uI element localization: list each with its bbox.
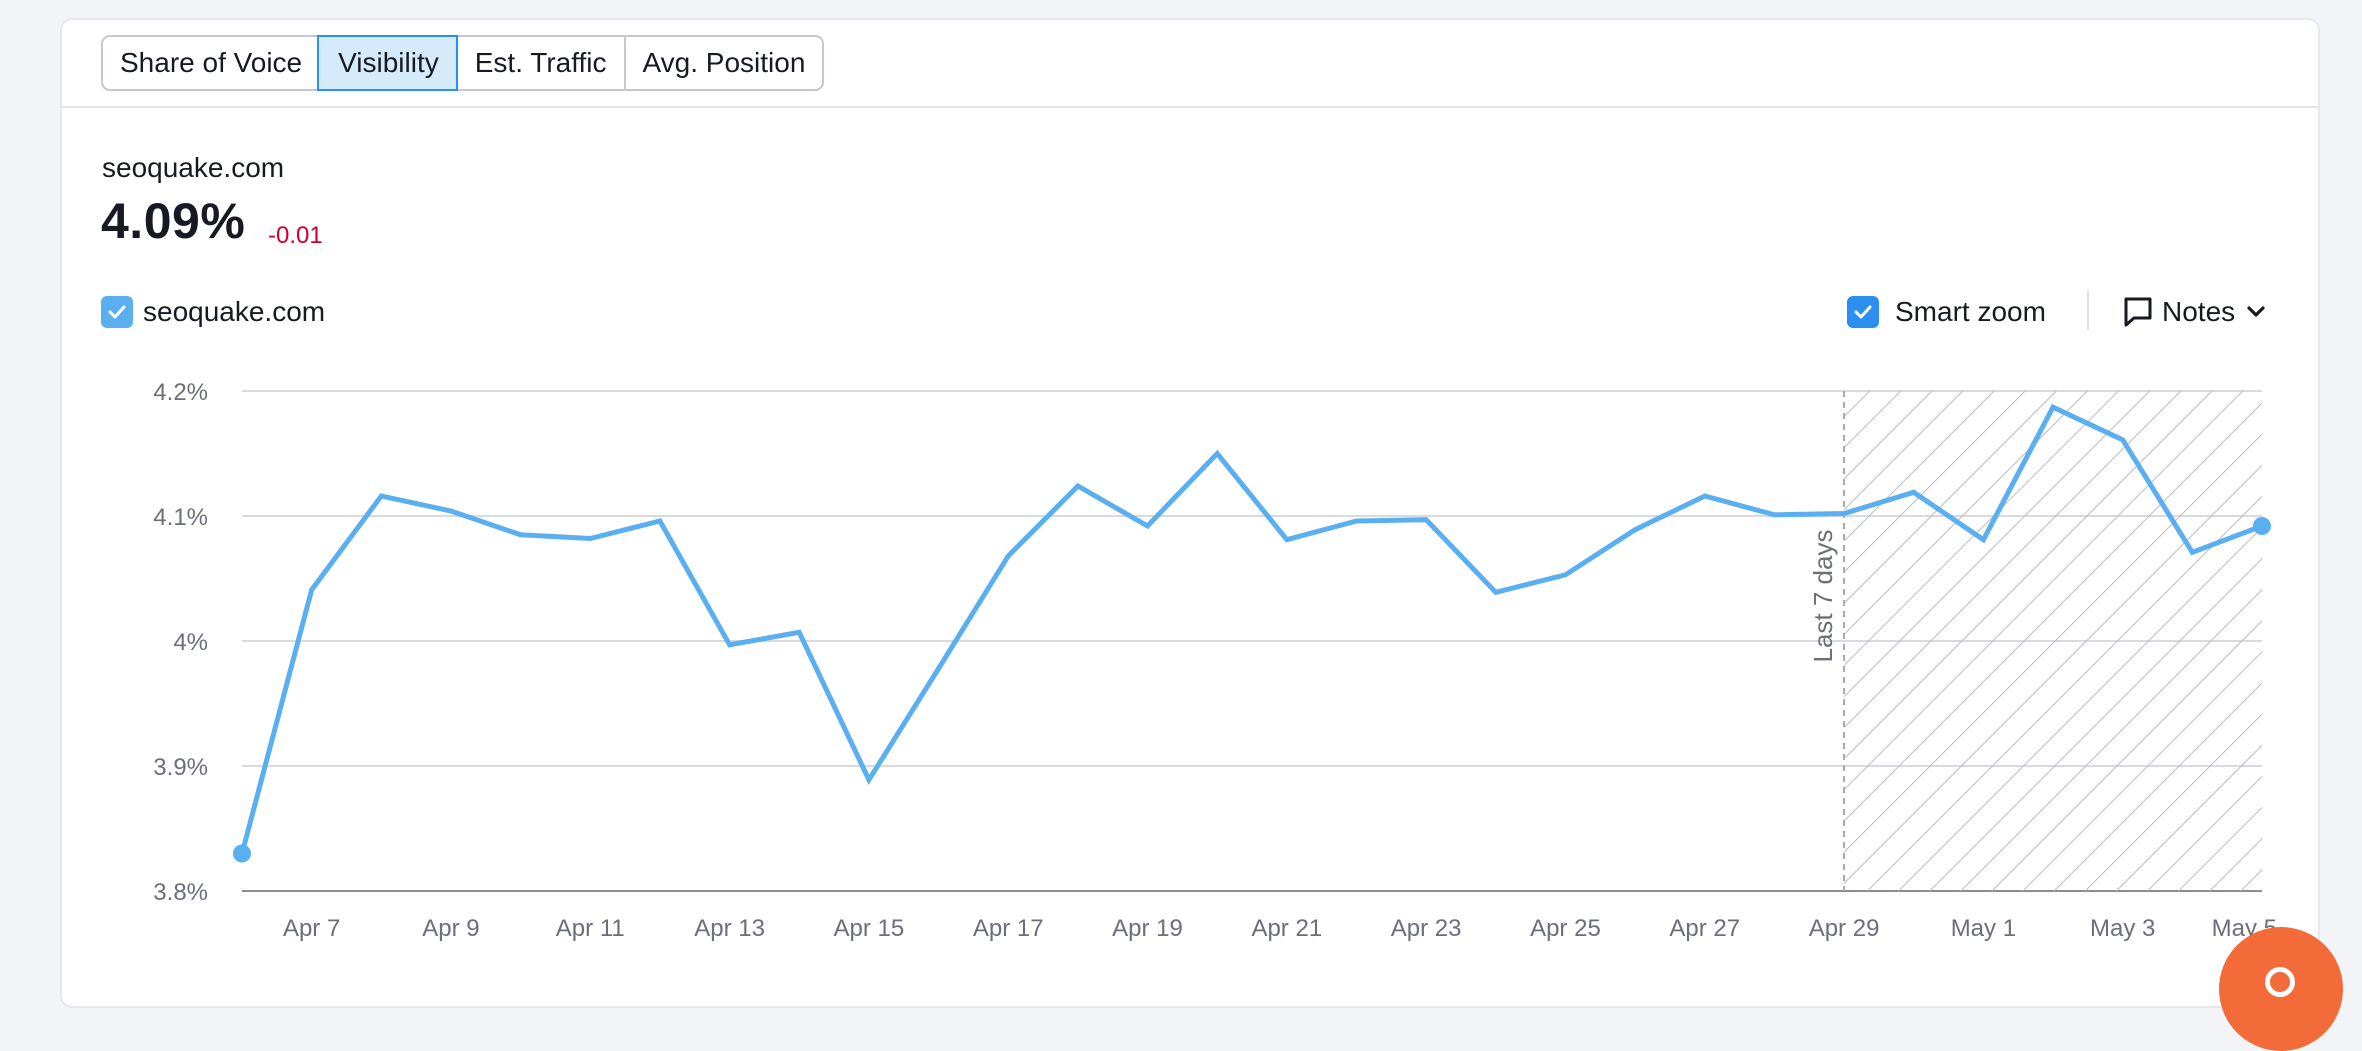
help-icon	[2265, 967, 2295, 997]
y-tick-label: 4.1%	[153, 504, 208, 531]
tab-est-traffic[interactable]: Est. Traffic	[474, 47, 607, 78]
summary-value: 4.09%	[101, 193, 246, 249]
checkmark-icon	[1854, 305, 1872, 319]
x-tick-label: Apr 13	[694, 915, 765, 942]
x-tick-label: Apr 9	[422, 915, 479, 942]
series-line-seoquake	[239, 403, 2265, 856]
tabs-bar: Share of Voice Visibility Est. Traffic A…	[62, 20, 2318, 108]
x-tick-label: Apr 27	[1669, 915, 1740, 942]
checkmark-icon	[108, 305, 126, 319]
tab-avg-position[interactable]: Avg. Position	[623, 37, 823, 89]
series-end-point[interactable]	[2253, 517, 2271, 535]
legend-checkbox[interactable]	[101, 296, 133, 328]
smart-zoom-label: Smart zoom	[1895, 296, 2046, 327]
tab-share-of-voice[interactable]: Share of Voice	[120, 47, 303, 78]
summary-domain: seoquake.com	[102, 152, 285, 183]
x-tick-label: May 1	[1951, 915, 2016, 942]
summary-delta: -0.01	[268, 222, 323, 249]
x-tick-label: Apr 23	[1391, 915, 1462, 942]
series-start-point[interactable]	[233, 844, 251, 863]
legend-item-seoquake[interactable]: seoquake.com	[101, 295, 325, 329]
x-tick-label: Apr 25	[1530, 915, 1601, 942]
x-tick-label: Apr 15	[834, 915, 905, 942]
legend-label: seoquake.com	[143, 296, 326, 327]
visibility-card: Share of Voice Visibility Est. Traffic A…	[60, 18, 2320, 1008]
y-tick-label: 4.2%	[153, 379, 208, 406]
chevron-down-icon	[2247, 306, 2265, 317]
smart-zoom-toggle[interactable]: Smart zoom	[1847, 295, 2046, 329]
y-tick-label: 3.8%	[153, 879, 208, 906]
x-tick-label: Apr 7	[283, 915, 340, 942]
notes-dropdown[interactable]: Notes	[2123, 293, 2267, 331]
y-tick-label: 3.9%	[153, 754, 208, 781]
x-tick-label: Apr 11	[556, 915, 625, 942]
x-tick-label: Apr 29	[1809, 915, 1880, 942]
visibility-line-chart: Last 7 days 3.8% 3.9% 4% 4.1% 4.2% Apr 7 Apr 9…	[153, 379, 2277, 942]
metric-tabs: Share of Voice Visibility Est. Traffic A…	[101, 35, 825, 91]
x-tick-label: Apr 21	[1251, 915, 1322, 942]
y-tick-label: 4%	[173, 629, 208, 656]
smart-zoom-checkbox[interactable]	[1847, 296, 1879, 328]
x-tick-label: Apr 17	[973, 915, 1044, 942]
controls-divider	[2087, 290, 2089, 330]
notes-label: Notes	[2162, 296, 2236, 327]
speech-bubble-icon	[2124, 297, 2152, 327]
help-button[interactable]	[2219, 927, 2343, 1051]
x-tick-label: Apr 19	[1112, 915, 1183, 942]
tab-visibility[interactable]: Visibility	[319, 37, 456, 89]
last-7-days-region	[1844, 391, 2262, 891]
x-tick-label: May 3	[2090, 915, 2155, 942]
last-7-days-label: Last 7 days	[1808, 530, 1838, 663]
